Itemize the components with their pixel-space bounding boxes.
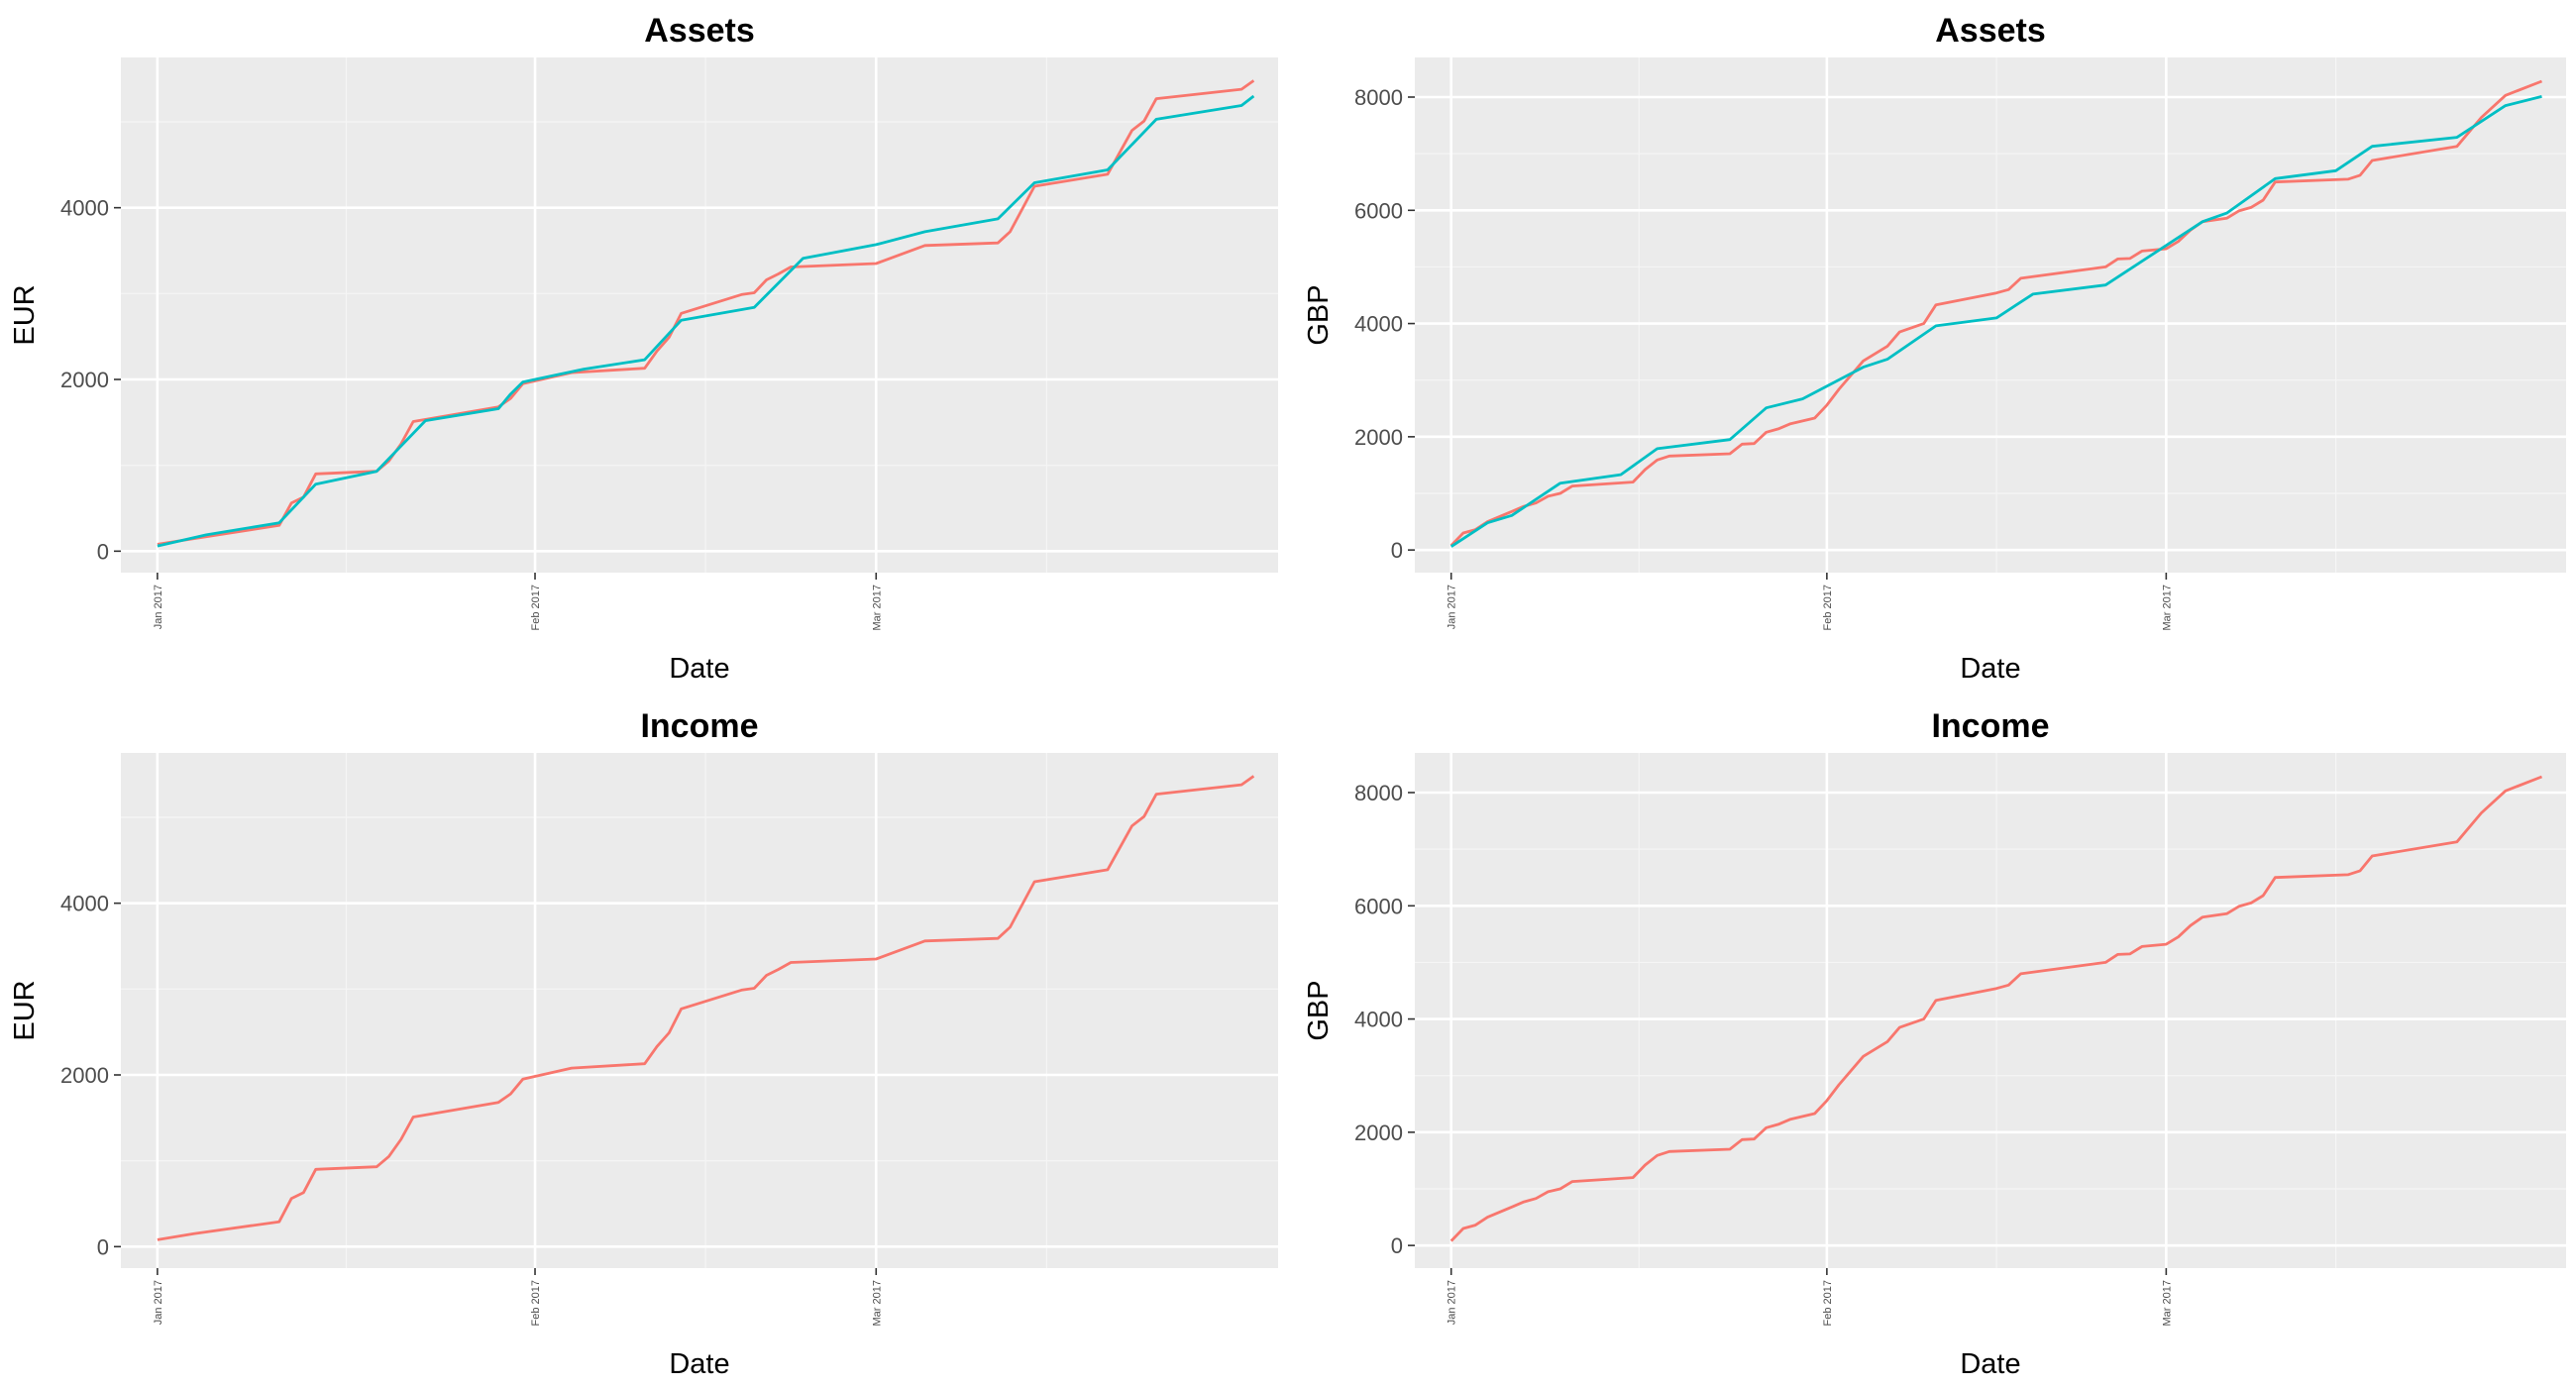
x-tick-label: Jan 2017: [1447, 585, 1458, 629]
y-axis-title: GBP: [1303, 980, 1335, 1040]
chart-1: 0 2000 4000 Jan 2017 Feb 2017 Mar 2017 Assets D…: [9, 12, 1278, 685]
chart-title: Assets: [644, 12, 755, 50]
x-tick-label: Mar 2017: [2161, 585, 2173, 630]
x-axis-title: Date: [1960, 1348, 2020, 1380]
y-tick-label: 0: [1391, 538, 1403, 563]
y-tick-label: 4000: [1354, 312, 1403, 337]
series-line-1: [1449, 775, 2543, 1242]
y-tick-label: 4000: [60, 892, 109, 916]
y-axis-title: EUR: [9, 284, 41, 345]
x-tick-label: Mar 2017: [871, 585, 883, 630]
plot-panel: [121, 753, 1278, 1268]
chart-3: 0 2000 4000 Jan 2017 Feb 2017 Mar 2017 Income D…: [9, 707, 1278, 1380]
y-tick-label: 2000: [1354, 425, 1403, 450]
y-tick-label: 0: [97, 1234, 109, 1259]
chart-title: Income: [1931, 707, 2049, 745]
x-tick-label: Jan 2017: [153, 1280, 164, 1325]
x-tick-label: Jan 2017: [1447, 1280, 1458, 1325]
chart-4: 0 2000 4000 6000 8000 Jan 2017 Feb 2017 Mar 201…: [1303, 707, 2566, 1380]
x-tick-label: Feb 2017: [1822, 585, 1834, 630]
y-tick-label: 8000: [1354, 781, 1403, 805]
y-tick-label: 8000: [1354, 85, 1403, 110]
series-line-2: [1449, 95, 2542, 548]
x-axis-title: Date: [669, 653, 729, 685]
x-tick-label: Feb 2017: [1822, 1280, 1834, 1326]
y-tick-label: 2000: [60, 368, 109, 392]
y-tick-label: 2000: [60, 1063, 109, 1088]
x-tick-label: Jan 2017: [153, 585, 164, 629]
x-tick-label: Mar 2017: [2161, 1280, 2173, 1326]
chart-2: 0 2000 4000 6000 8000 Jan 2017 Feb 2017 Mar 201…: [1303, 12, 2566, 685]
series-line-1: [157, 775, 1255, 1241]
y-axis-title: GBP: [1303, 284, 1335, 345]
plot-panel: [121, 57, 1278, 573]
series-line-2: [157, 94, 1255, 548]
x-axis-title: Date: [669, 1348, 729, 1380]
series-line-1: [1449, 79, 2543, 547]
y-tick-label: 6000: [1354, 198, 1403, 223]
plot-panel: [1415, 57, 2566, 573]
y-tick-label: 2000: [1354, 1120, 1403, 1145]
x-axis-title: Date: [1960, 653, 2020, 685]
x-tick-label: Feb 2017: [530, 1280, 542, 1326]
chart-title: Assets: [1935, 12, 2046, 50]
y-tick-label: 0: [97, 539, 109, 564]
y-tick-label: 4000: [60, 196, 109, 221]
plot-panel: [1415, 753, 2566, 1268]
x-tick-label: Feb 2017: [530, 585, 542, 630]
y-axis-title: EUR: [9, 980, 41, 1040]
chart-title: Income: [640, 707, 758, 745]
y-tick-label: 0: [1391, 1233, 1403, 1258]
y-tick-label: 6000: [1354, 894, 1403, 918]
y-tick-label: 4000: [1354, 1008, 1403, 1032]
x-tick-label: Mar 2017: [871, 1280, 883, 1326]
